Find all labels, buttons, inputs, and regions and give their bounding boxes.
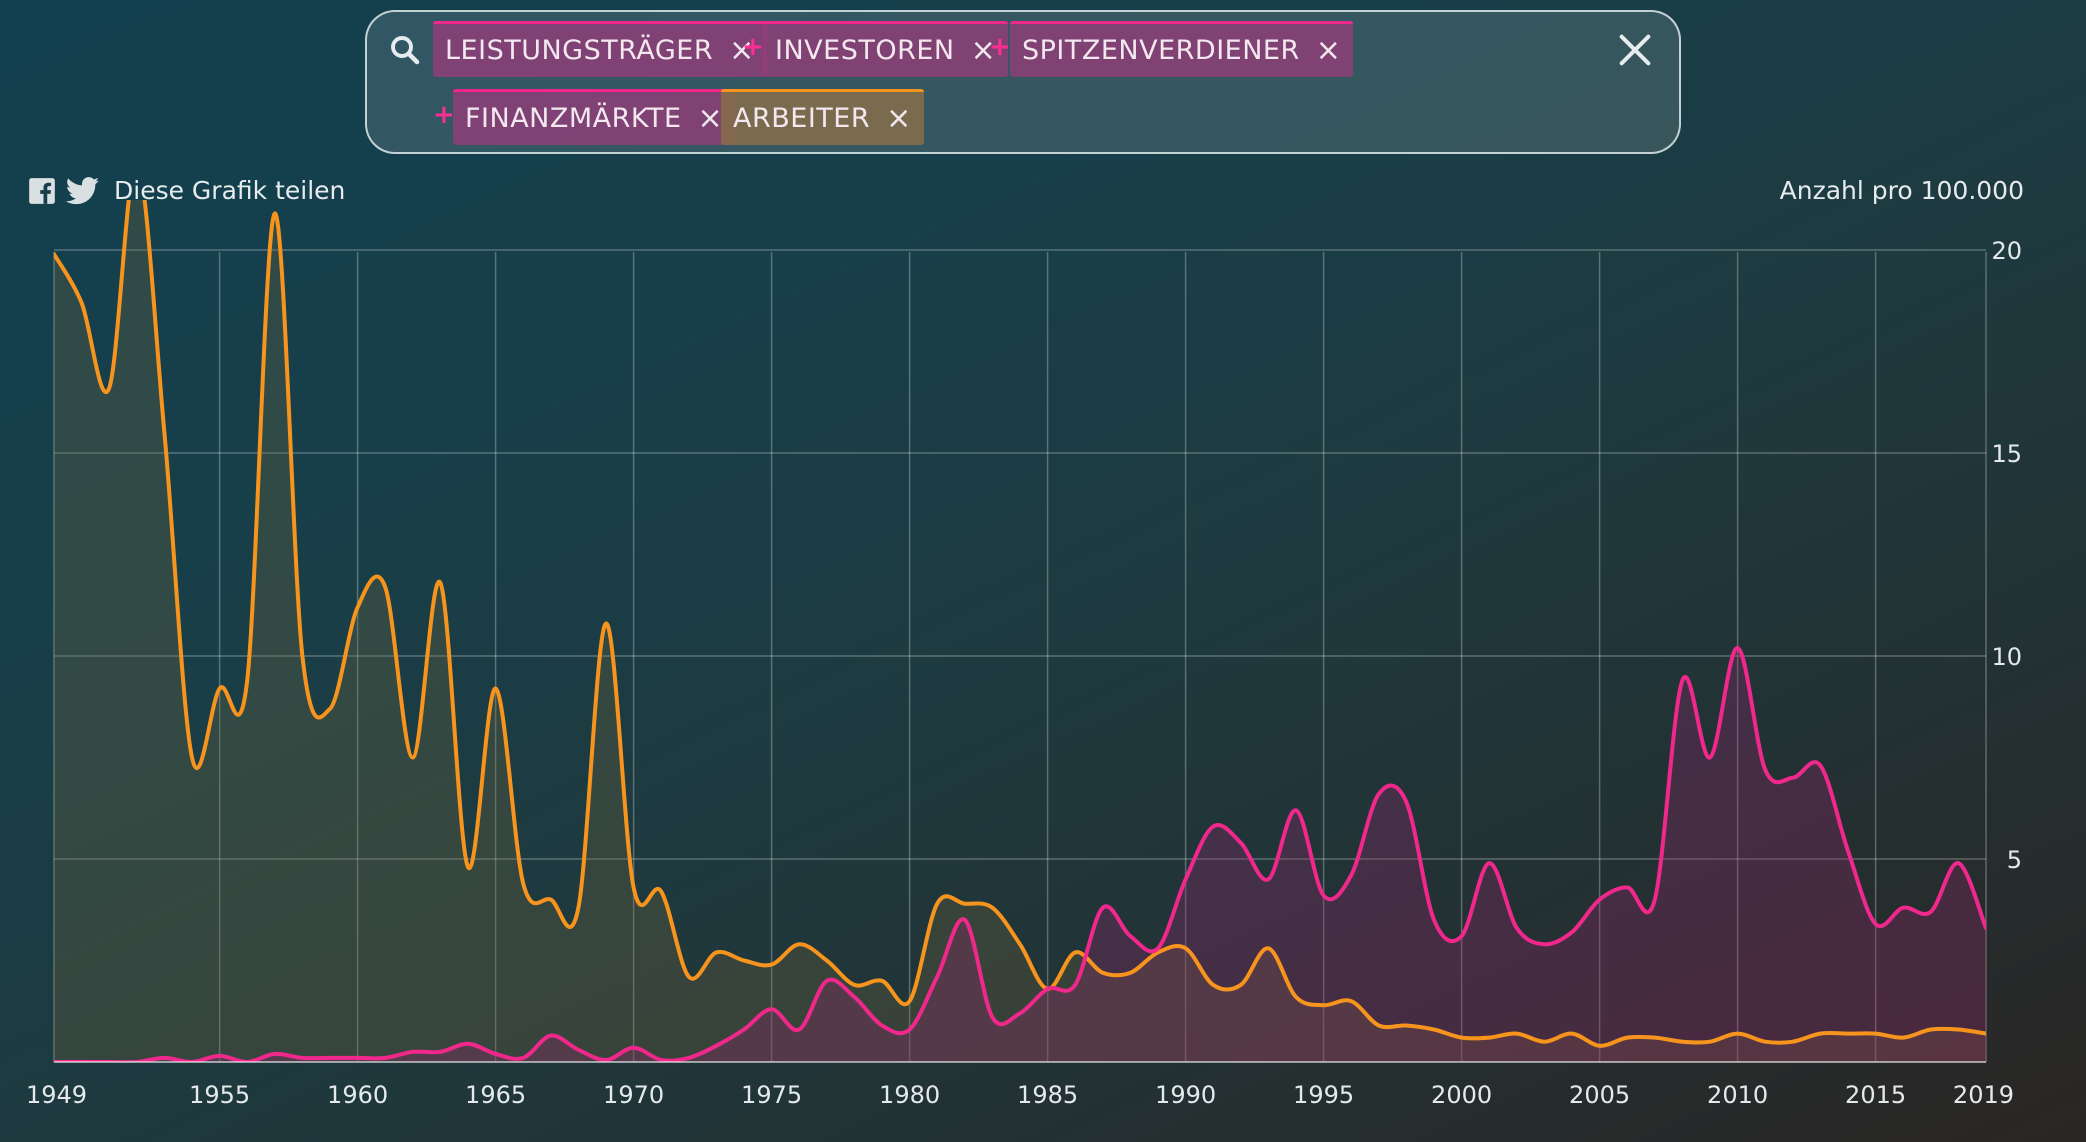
plus-icon: + xyxy=(433,100,455,130)
tag-label: INVESTOREN xyxy=(775,35,955,66)
remove-tag-icon[interactable]: × xyxy=(697,100,724,136)
remove-tag-icon[interactable]: × xyxy=(886,100,912,136)
y-axis-ticks: 5 10 15 20 xyxy=(1991,237,2022,874)
tag-finanzmaerkte[interactable]: FINANZMÄRKTE × xyxy=(453,89,736,145)
tag-label: SPITZENVERDIENER xyxy=(1022,35,1300,66)
remove-tag-icon[interactable]: × xyxy=(970,32,997,68)
y-tick-label: 10 xyxy=(1991,643,2022,671)
twitter-icon[interactable] xyxy=(66,176,100,205)
remove-tag-icon[interactable]: × xyxy=(729,32,755,68)
facebook-icon[interactable] xyxy=(28,177,56,205)
series-line-1 xyxy=(54,645,1986,1062)
chart-grid xyxy=(53,249,1987,1062)
x-tick-label: 1975 xyxy=(741,1081,802,1109)
tag-arbeiter[interactable]: ARBEITER × xyxy=(721,89,924,145)
x-tick-label: 1965 xyxy=(465,1081,526,1109)
search-box[interactable]: LEISTUNGSTRÄGER × + INVESTOREN × + SPITZ… xyxy=(365,10,1681,154)
chart-lines xyxy=(54,200,1986,1062)
x-tick-label: 2015 xyxy=(1845,1081,1906,1109)
series-line-0 xyxy=(54,200,1986,1048)
x-tick-label: 2010 xyxy=(1707,1081,1768,1109)
x-tick-label: 2005 xyxy=(1569,1081,1630,1109)
series-area-1 xyxy=(54,647,1986,1062)
x-tick-label: 1985 xyxy=(1017,1081,1078,1109)
tag-label: LEISTUNGSTRÄGER xyxy=(445,35,714,66)
x-tick-label: 1995 xyxy=(1293,1081,1354,1109)
y-tick-label: 5 xyxy=(2007,846,2022,874)
x-tick-label: 1960 xyxy=(327,1081,388,1109)
search-icon xyxy=(391,36,420,65)
x-axis-ticks: 1949 1955 1960 1965 1970 1975 1980 1985 1990 1995… xyxy=(26,1081,2014,1109)
x-tick-label: 2019 xyxy=(1953,1081,2014,1109)
chart-areas xyxy=(54,200,1986,1062)
remove-tag-icon[interactable]: × xyxy=(1315,32,1342,68)
tag-leistungstraeger[interactable]: LEISTUNGSTRÄGER × xyxy=(433,21,767,77)
tag-investoren[interactable]: INVESTOREN × xyxy=(763,21,1009,77)
x-tick-label: 1970 xyxy=(603,1081,664,1109)
plus-icon: + xyxy=(742,32,764,62)
x-tick-label: 1990 xyxy=(1155,1081,1216,1109)
tag-label: FINANZMÄRKTE xyxy=(465,103,682,134)
close-icon[interactable] xyxy=(1615,30,1655,70)
plus-icon: + xyxy=(989,32,1011,62)
share-bar: Diese Grafik teilen xyxy=(28,176,345,205)
x-tick-label: 2000 xyxy=(1431,1081,1492,1109)
x-tick-label: 1955 xyxy=(189,1081,250,1109)
tag-label: ARBEITER xyxy=(733,103,871,134)
x-tick-label: 1980 xyxy=(879,1081,940,1109)
tag-spitzenverdiener[interactable]: SPITZENVERDIENER × xyxy=(1010,21,1354,77)
x-tick-label: 1949 xyxy=(26,1081,87,1109)
series-area-0 xyxy=(54,200,1986,1062)
y-tick-label: 20 xyxy=(1991,237,2022,265)
share-label[interactable]: Diese Grafik teilen xyxy=(114,176,346,205)
y-axis-unit-label: Anzahl pro 100.000 xyxy=(1779,176,2024,205)
y-tick-label: 15 xyxy=(1991,440,2022,468)
